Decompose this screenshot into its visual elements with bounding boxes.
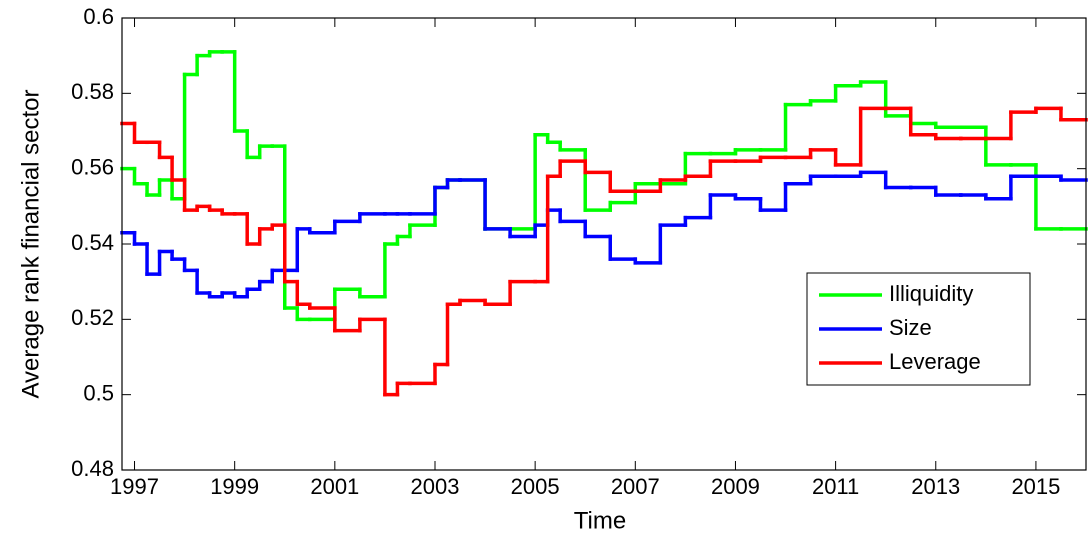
x-tick-label: 1997 [110, 474, 159, 499]
y-tick-label: 0.6 [83, 4, 114, 29]
series-line [120, 106, 1088, 397]
x-tick-label: 2011 [812, 474, 859, 499]
x-tick-label: 2007 [611, 474, 660, 499]
y-tick-label: 0.5 [83, 380, 114, 405]
x-tick-label: 2003 [411, 474, 460, 499]
legend-label: Leverage [889, 349, 981, 374]
y-tick-label: 0.52 [71, 305, 114, 330]
y-tick-label: 0.58 [71, 79, 114, 104]
x-tick-label: 2005 [511, 474, 560, 499]
x-tick-label: 2015 [1011, 474, 1060, 499]
x-tick-label: 2001 [310, 474, 359, 499]
plot-frame [121, 17, 1087, 471]
x-tick-label: 1999 [210, 474, 259, 499]
series-line [120, 170, 1088, 299]
y-tick-label: 0.48 [71, 456, 114, 481]
y-tick-label: 0.56 [71, 154, 114, 179]
legend-label: Illiquidity [889, 281, 973, 306]
legend-label: Size [889, 315, 932, 340]
y-axis-label: Average rank financial sector [17, 89, 44, 398]
x-tick-label: 2013 [911, 474, 960, 499]
x-tick-label: 2009 [711, 474, 760, 499]
x-axis-label: Time [574, 507, 626, 534]
y-tick-label: 0.54 [71, 230, 114, 255]
